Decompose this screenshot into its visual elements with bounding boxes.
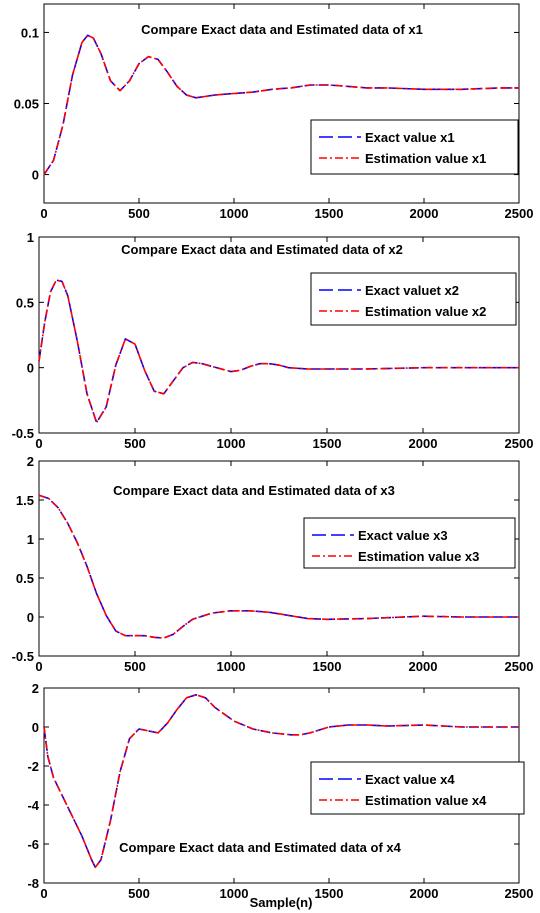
y-tick-label: 0.5: [16, 295, 34, 310]
x-tick-label: 1000: [217, 659, 246, 674]
legend-label: Exact value x4: [365, 772, 455, 787]
chart-title: Compare Exact data and Estimated data of…: [119, 840, 402, 855]
y-tick-label: 1.5: [16, 493, 34, 508]
x-tick-label: 0: [40, 206, 47, 221]
x-tick-label: 2000: [410, 206, 439, 221]
subplot-x1: 0 500 1000 1500 2000 2500 0 0.05 0.1 Compare Exac…: [14, 3, 534, 221]
figure-xlabel: Sample(n): [250, 895, 313, 910]
legend: Exact valuet x2 Estimation value x2: [310, 272, 517, 326]
legend-label: Exact valuet x2: [365, 283, 459, 298]
x-tick-label: 1500: [315, 206, 344, 221]
y-tick-label: -8: [27, 876, 39, 891]
x-tick-label: 1000: [220, 886, 249, 901]
legend-label: Estimation value x2: [365, 304, 486, 319]
y-tick-label: -2: [27, 759, 39, 774]
subplot-x4: 0 500 1000 1500 2000 2500 -8 -6 -4 -2 0 2 Compare Ex…: [27, 681, 533, 901]
x-tick-label: 500: [124, 436, 146, 451]
series-line-estimated: [38, 279, 519, 424]
chart-title: Compare Exact data and Estimated data of…: [113, 483, 395, 498]
x-tick-label: 2000: [409, 436, 438, 451]
legend-box: [310, 272, 517, 326]
x-tick-label: 1500: [313, 659, 342, 674]
y-tick-label: 0: [32, 720, 39, 735]
legend-label: Estimation value x3: [358, 549, 479, 564]
x-tick-label: 0: [40, 886, 47, 901]
legend-box: [303, 517, 516, 569]
y-tick-label: 0: [27, 610, 34, 625]
legend-label: Exact value x3: [358, 528, 448, 543]
plot-area: [38, 236, 520, 434]
x-tick-label: 0: [35, 436, 42, 451]
y-tick-label: 0: [32, 168, 39, 183]
x-tick-label: 2500: [505, 659, 534, 674]
y-tick-label: 2: [32, 681, 39, 696]
x-tick-label: 2500: [505, 436, 534, 451]
y-tick-label: 0: [27, 361, 34, 376]
y-tick-label: 1: [27, 230, 34, 245]
x-tick-label: 500: [128, 886, 150, 901]
chart-title: Compare Exact data and Estimated data of…: [141, 22, 423, 37]
chart-title: Compare Exact data and Estimated data of…: [121, 242, 403, 257]
series-line-estimated: [38, 494, 519, 639]
legend-box: [310, 119, 519, 175]
series-line-estimated: [43, 34, 519, 176]
x-tick-label: 1500: [313, 436, 342, 451]
x-tick-label: 0: [35, 659, 42, 674]
legend-label: Exact value x1: [365, 130, 455, 145]
y-tick-label: -6: [27, 837, 39, 852]
y-tick-label: 0.5: [16, 571, 34, 586]
x-tick-label: 1000: [217, 436, 246, 451]
y-tick-label: 0.05: [14, 97, 39, 112]
x-tick-label: 1500: [315, 886, 344, 901]
x-tick-label: 2500: [505, 206, 534, 221]
y-tick-label: -0.5: [12, 649, 34, 664]
y-tick-label: 1: [27, 532, 34, 547]
legend-box: [310, 761, 525, 815]
x-tick-label: 500: [128, 206, 150, 221]
y-tick-label: 0.1: [21, 25, 39, 40]
legend-label: Estimation value x4: [365, 793, 487, 808]
x-tick-label: 2000: [409, 659, 438, 674]
y-tick-label: -0.5: [12, 426, 34, 441]
y-tick-label: -4: [27, 798, 39, 813]
series-line-estimated: [43, 693, 519, 869]
legend: Exact value x4 Estimation value x4: [310, 761, 525, 815]
subplot-x3: 0 500 1000 1500 2000 2500-0.500.511.52Compare…: [12, 454, 534, 674]
legend: Exact value x1 Estimation value x1: [310, 119, 519, 175]
x-tick-label: 500: [124, 659, 146, 674]
x-tick-label: 2500: [505, 886, 534, 901]
x-tick-label: 2000: [410, 886, 439, 901]
legend-label: Estimation value x1: [365, 151, 486, 166]
y-tick-label: 2: [27, 454, 34, 469]
legend: Exact value x3 Estimation value x3: [303, 517, 516, 569]
x-tick-label: 1000: [220, 206, 249, 221]
